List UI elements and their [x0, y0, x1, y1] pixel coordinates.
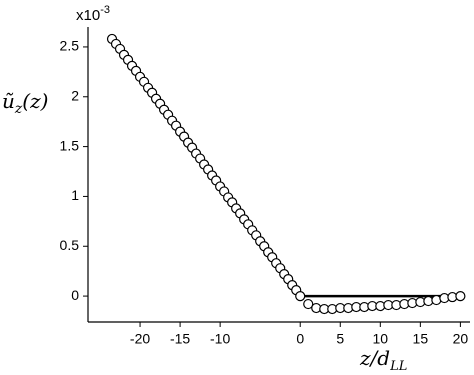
y-axis-label: ũz(z) — [2, 89, 48, 117]
data-point — [455, 290, 466, 302]
y-tick-label: 1 — [71, 187, 79, 203]
y-tick-label: 1.5 — [60, 137, 80, 153]
x-label-main: z/d — [359, 346, 390, 370]
x-tick-label: 10 — [373, 331, 389, 347]
x-tick-label: -20 — [130, 331, 150, 347]
data-point — [295, 290, 306, 302]
data-point — [303, 298, 314, 310]
x-tick-label: -15 — [170, 331, 190, 347]
x-tick-label: 15 — [413, 331, 429, 347]
y-tick-label: 0 — [71, 287, 79, 303]
multiplier-base: x10 — [76, 7, 100, 24]
y-tick-label: 2 — [71, 87, 79, 103]
x-tick-label: -10 — [210, 331, 230, 347]
multiplier-exponent: -3 — [100, 4, 110, 16]
x-label-sub: LL — [389, 359, 407, 374]
y-label-main: ũ — [2, 89, 15, 113]
y-label-sub: z — [14, 101, 23, 117]
x-tick-label: 0 — [296, 331, 304, 347]
x-tick-label: 20 — [453, 331, 469, 347]
fit-line — [111, 38, 461, 298]
y-tick-label: 2.5 — [60, 38, 80, 54]
y-tick-label: 0.5 — [60, 237, 80, 253]
x-tick-label: 5 — [336, 331, 344, 347]
y-label-arg: (z) — [22, 89, 48, 113]
x-axis-label: z/dLL — [359, 346, 407, 374]
multiplier: x10-3 — [76, 4, 110, 24]
